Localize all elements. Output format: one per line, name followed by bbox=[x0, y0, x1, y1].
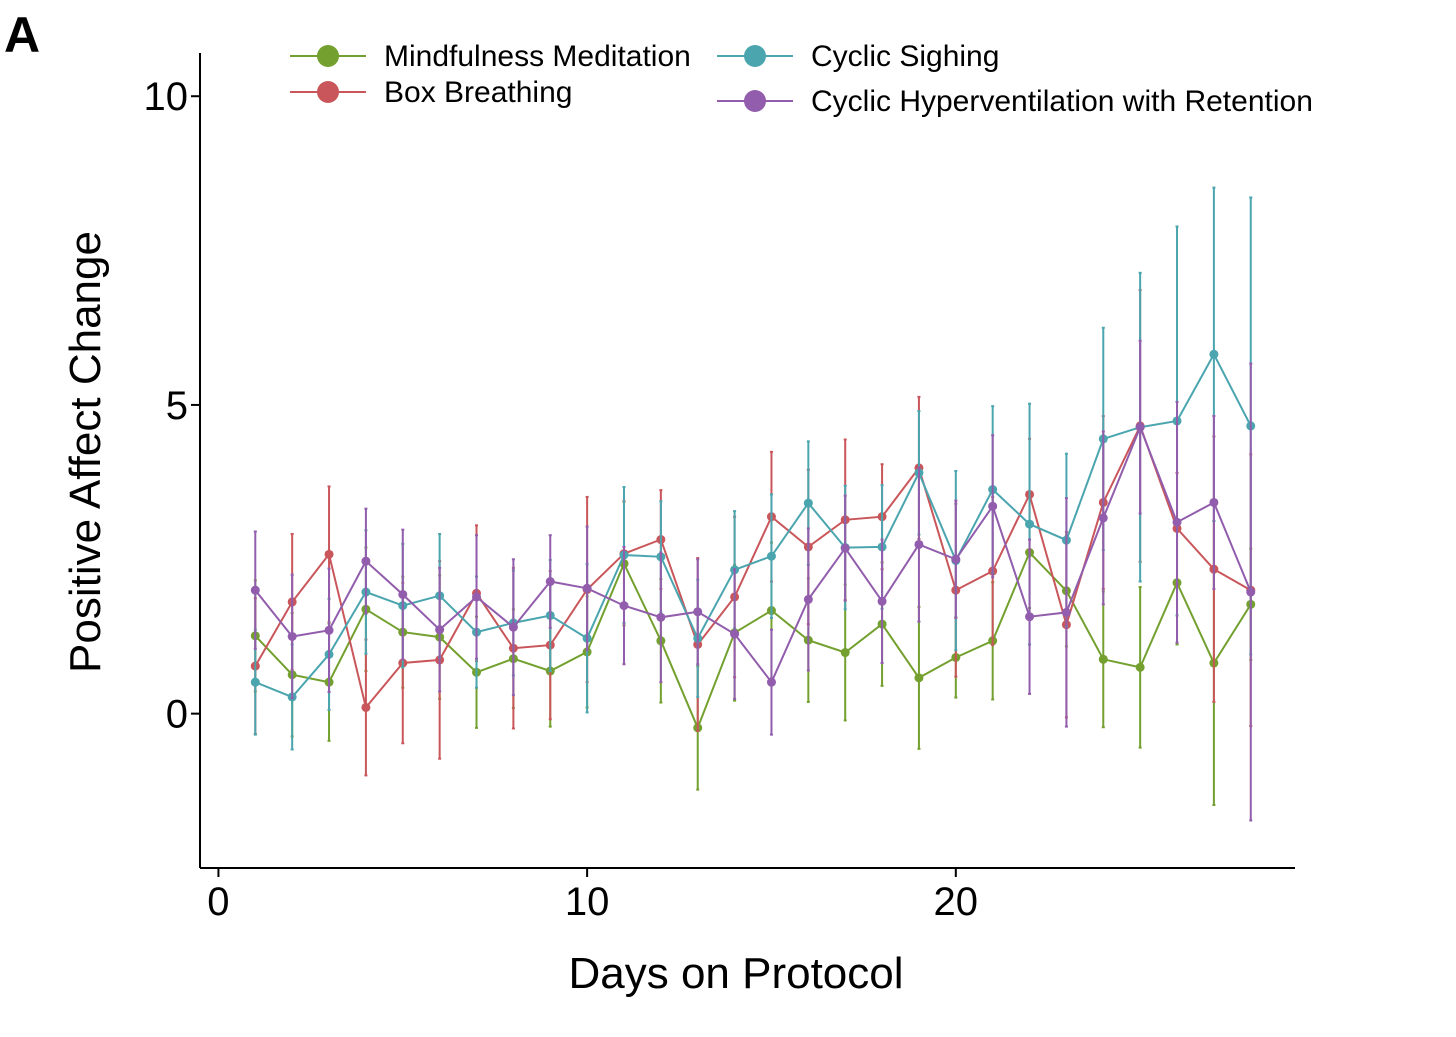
legend-swatch-dot bbox=[317, 45, 339, 67]
x-tick-label: 10 bbox=[565, 880, 610, 924]
data-point bbox=[324, 549, 334, 559]
data-point bbox=[1209, 349, 1219, 359]
data-point bbox=[619, 601, 629, 611]
legend-label: Box Breathing bbox=[384, 76, 572, 109]
data-point bbox=[1135, 662, 1145, 672]
data-point bbox=[1061, 607, 1071, 617]
legend-item-cyclic-sighing: Cyclic Sighing bbox=[717, 40, 999, 73]
data-point bbox=[656, 612, 666, 622]
y-tick-label: 10 bbox=[144, 75, 189, 119]
ticks: 0 10 20 0 5 10 bbox=[144, 75, 979, 924]
data-point bbox=[287, 631, 297, 641]
data-point bbox=[988, 501, 998, 511]
y-tick-label: 5 bbox=[166, 384, 188, 428]
data-point bbox=[803, 498, 813, 508]
legend-label: Mindfulness Meditation bbox=[384, 40, 691, 73]
panel-label: A bbox=[4, 7, 40, 63]
legend-item-cyclic-hyperventilation-with-retention: Cyclic Hyperventilation with Retention bbox=[717, 85, 1313, 118]
y-axis-title: Positive Affect Change bbox=[61, 231, 110, 673]
axes bbox=[199, 53, 1295, 869]
data-point bbox=[877, 596, 887, 606]
legend-swatch-dot bbox=[317, 81, 339, 103]
data-point bbox=[914, 673, 924, 683]
data-point bbox=[1209, 497, 1219, 507]
data-point bbox=[324, 625, 334, 635]
data-point bbox=[951, 554, 961, 564]
data-point bbox=[1246, 587, 1256, 597]
data-point bbox=[545, 577, 555, 587]
data-point bbox=[472, 592, 482, 602]
data-point bbox=[1025, 519, 1035, 529]
y-tick-label: 0 bbox=[166, 693, 188, 737]
data-point bbox=[1098, 654, 1108, 664]
data-point bbox=[730, 629, 740, 639]
data-point bbox=[840, 648, 850, 658]
data-point bbox=[1098, 513, 1108, 523]
data-point bbox=[361, 556, 371, 566]
legend-swatch-dot bbox=[744, 45, 766, 67]
data-point bbox=[803, 594, 813, 604]
data-point bbox=[361, 702, 371, 712]
legend-item-mindfulness-meditation: Mindfulness Meditation bbox=[290, 40, 691, 73]
x-tick-label: 0 bbox=[207, 880, 229, 924]
series-line bbox=[254, 550, 1252, 731]
series-cyclic-hyperventilation-with-retention bbox=[250, 339, 1256, 822]
data-point bbox=[766, 677, 776, 687]
data-point bbox=[398, 589, 408, 599]
legend-item-box-breathing: Box Breathing bbox=[290, 76, 572, 109]
data-point bbox=[582, 583, 592, 593]
x-axis-title: Days on Protocol bbox=[568, 949, 903, 998]
data-point bbox=[693, 607, 703, 617]
legend-swatch-dot bbox=[744, 90, 766, 112]
data-point bbox=[435, 625, 445, 635]
data-point bbox=[1025, 612, 1035, 622]
data-point bbox=[508, 622, 518, 632]
series-line bbox=[254, 352, 1252, 699]
data-point bbox=[1135, 422, 1145, 432]
legend-label: Cyclic Sighing bbox=[811, 40, 999, 73]
data-point bbox=[840, 543, 850, 553]
data-point bbox=[250, 677, 260, 687]
legend-label: Cyclic Hyperventilation with Retention bbox=[811, 85, 1313, 118]
series-line bbox=[254, 424, 1252, 685]
series-box-breathing bbox=[250, 289, 1256, 777]
data-point bbox=[250, 585, 260, 595]
data-point bbox=[1172, 517, 1182, 527]
x-tick-label: 20 bbox=[934, 880, 979, 924]
data-point bbox=[914, 539, 924, 549]
plot-area bbox=[250, 186, 1256, 822]
data-point bbox=[766, 551, 776, 561]
